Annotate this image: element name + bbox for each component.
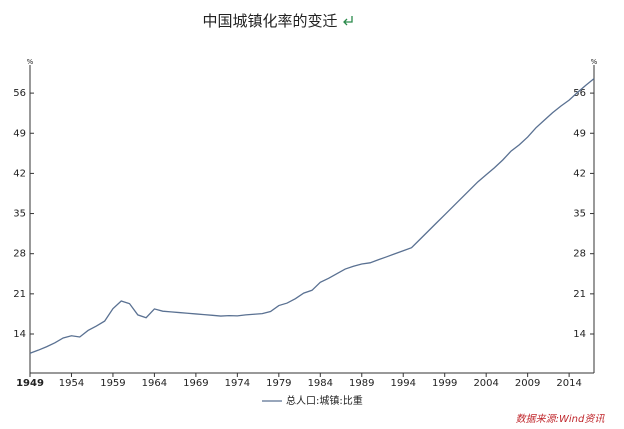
y-tick-label: 42: [13, 168, 26, 179]
y2-tick-label: 28: [573, 249, 586, 260]
x-tick-label: 1959: [100, 378, 125, 389]
x-tick-label: 1974: [225, 378, 250, 389]
legend-label: 总人口:城镇:比重: [286, 394, 363, 407]
x-tick-label: 1979: [266, 378, 291, 389]
x-tick-label: 2004: [473, 378, 498, 389]
y-tick-label: 56: [13, 88, 26, 99]
y-tick-label: 28: [13, 249, 26, 260]
x-tick-label: 1949: [16, 378, 44, 389]
y2-tick-label: 21: [573, 289, 586, 300]
y-tick-label: 35: [13, 209, 26, 220]
y2-tick-label: 56: [573, 88, 586, 99]
y2-tick-label: 42: [573, 168, 586, 179]
y2-axis-label: %: [591, 58, 598, 66]
x-tick-label: 2014: [556, 378, 581, 389]
chart-title: 中国城镇化率的变迁: [202, 12, 337, 30]
x-tick-label: 1969: [183, 378, 208, 389]
x-tick-label: 1999: [432, 378, 457, 389]
y-tick-label: 14: [13, 329, 26, 340]
return-glyph: [343, 16, 353, 26]
y2-tick-label: 14: [573, 329, 586, 340]
y-axis-label: %: [27, 58, 34, 66]
y2-tick-label: 49: [573, 128, 586, 139]
x-tick-label: 1989: [349, 378, 374, 389]
y2-tick-label: 35: [573, 209, 586, 220]
y-tick-label: 21: [13, 289, 26, 300]
x-tick-label: 1994: [391, 378, 416, 389]
x-tick-label: 1954: [59, 378, 84, 389]
x-tick-label: 1964: [142, 378, 167, 389]
x-tick-label: 2009: [515, 378, 540, 389]
y-tick-label: 49: [13, 128, 26, 139]
x-tick-label: 1984: [308, 378, 333, 389]
source-note: 数据来源:Wind资讯: [516, 413, 606, 425]
data-line: [29, 78, 595, 354]
